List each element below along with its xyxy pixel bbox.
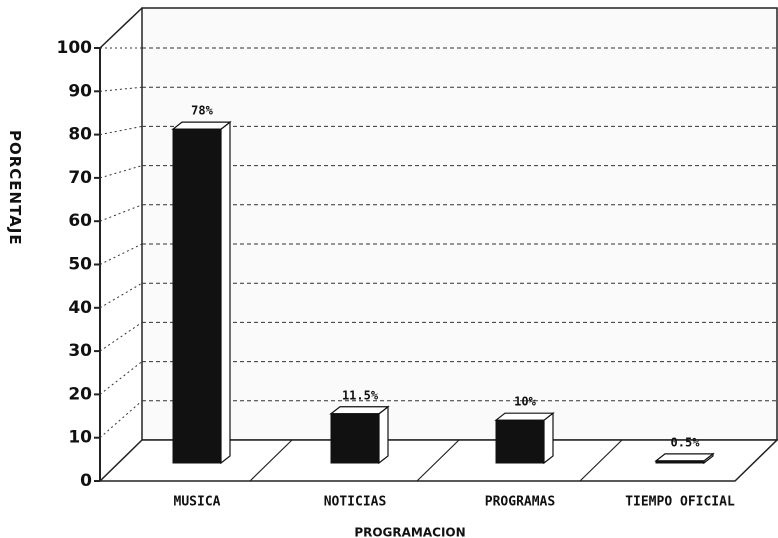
data-label: 0.5%: [671, 435, 701, 449]
data-label: 10%: [514, 395, 536, 409]
y-tick-label: 80: [68, 125, 92, 145]
y-tick-label: 70: [68, 168, 92, 188]
y-tick-label: 20: [68, 384, 92, 404]
y-tick-label: 100: [57, 38, 93, 58]
bar-side: [378, 405, 389, 465]
bar: [172, 128, 222, 464]
y-tick-label: 0: [80, 471, 92, 491]
x-tick-label: NOTICIAS: [324, 495, 387, 510]
grid-line: [99, 400, 143, 439]
y-axis-title: PORCENTAJE: [6, 130, 24, 246]
bar-side: [543, 411, 554, 465]
x-tick-label: MUSICA: [174, 495, 221, 510]
y-tick-label: 60: [68, 211, 92, 231]
grid-line: [99, 86, 143, 92]
bar: [330, 413, 380, 464]
bar-top: [654, 453, 715, 462]
grid-line: [99, 321, 143, 352]
x-tick-label: PROGRAMAS: [485, 495, 556, 510]
back-wall: [141, 7, 778, 441]
floor-divider: [249, 439, 293, 482]
data-label: 11.5%: [342, 388, 379, 402]
grid-line: [99, 165, 143, 179]
x-tick-label: TIEMPO OFICIAL: [625, 495, 735, 510]
y-tick-label: 90: [68, 81, 92, 101]
bar-top: [329, 406, 390, 415]
y-tick-label: 40: [68, 298, 92, 318]
bar-side: [220, 120, 231, 465]
x-axis-title: PROGRAMACION: [354, 526, 465, 538]
floor-divider: [416, 439, 460, 482]
bar: [655, 460, 705, 464]
y-tick-label: 50: [68, 255, 92, 275]
wall-edge: [99, 7, 143, 49]
y-axis-title-text: PORCENTAJE: [6, 130, 24, 246]
bar-top: [171, 121, 232, 130]
grid-line: [99, 204, 143, 222]
floor-divider: [579, 439, 623, 482]
y-tick-label: 30: [68, 341, 92, 361]
bar-top: [494, 412, 555, 421]
grid-line: [99, 125, 143, 136]
bar: [495, 419, 545, 464]
data-label: 78%: [191, 104, 213, 118]
grid-line: [99, 361, 143, 395]
y-tick-label: 10: [68, 428, 92, 448]
grid-line: [99, 243, 143, 265]
grid-line: [99, 282, 143, 309]
